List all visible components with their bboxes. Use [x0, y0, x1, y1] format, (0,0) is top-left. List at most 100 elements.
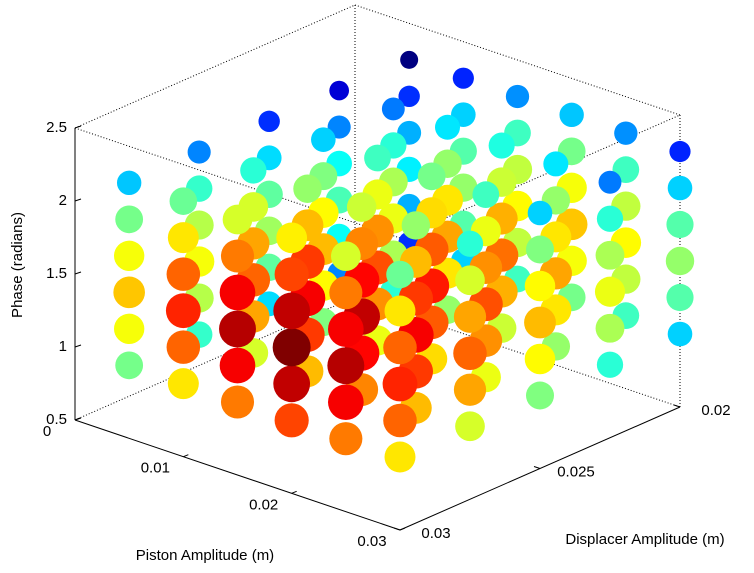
x-axis-line [74, 419, 401, 531]
point [364, 144, 391, 172]
point [384, 295, 416, 327]
point [169, 187, 198, 215]
point [382, 366, 418, 402]
point [167, 368, 199, 400]
z-tick-label: 2 [59, 192, 67, 209]
box-edge [74, 127, 401, 239]
point [273, 365, 311, 403]
point [596, 351, 624, 378]
point [559, 102, 584, 128]
z-tick-label: 1 [59, 338, 67, 355]
point [524, 343, 556, 375]
x-tick-label: 0 [43, 423, 51, 440]
point [166, 257, 201, 291]
y-tick-label: 0.03 [421, 525, 450, 542]
point [594, 276, 626, 307]
point [167, 222, 199, 254]
y-axis-label: Displacer Amplitude (m) [565, 531, 724, 548]
point [115, 205, 144, 234]
point [398, 85, 420, 108]
z-tick-label: 2.5 [46, 119, 67, 136]
point [274, 403, 309, 438]
box-edge [354, 4, 681, 116]
point [666, 210, 694, 239]
z-tick [74, 125, 82, 129]
point [276, 222, 308, 254]
point [526, 235, 554, 264]
point [505, 84, 530, 109]
point [116, 170, 142, 196]
point [669, 140, 691, 163]
point [614, 121, 638, 145]
z-tick [74, 198, 82, 202]
point [666, 283, 694, 312]
x-tick [74, 417, 81, 421]
y-tick-label: 0.025 [557, 463, 595, 480]
point [113, 276, 145, 309]
point [219, 310, 256, 348]
point [328, 311, 364, 347]
point [386, 260, 414, 289]
point [165, 293, 201, 329]
point [273, 292, 311, 330]
point [452, 67, 474, 89]
point [456, 230, 484, 257]
point [329, 422, 363, 456]
point [455, 411, 485, 442]
point [595, 313, 625, 343]
point [524, 306, 556, 339]
z-tick [74, 271, 82, 275]
point [434, 114, 461, 140]
point [598, 170, 622, 194]
point [293, 174, 322, 203]
point [453, 336, 487, 371]
point [667, 321, 693, 347]
z-tick-label: 0.5 [46, 411, 67, 428]
x-axis-label: Piston Amplitude (m) [136, 547, 274, 564]
point [401, 211, 431, 240]
point [667, 175, 693, 201]
point [328, 384, 364, 420]
point [543, 151, 569, 177]
point [220, 239, 255, 273]
point [383, 403, 417, 438]
y-tick [673, 404, 681, 408]
point [455, 265, 485, 296]
y-tick [393, 527, 401, 531]
x-tick-label: 0.03 [357, 533, 386, 550]
point [330, 241, 361, 272]
y-tick-label: 0.02 [701, 402, 730, 419]
point [527, 200, 553, 226]
x-tick [291, 490, 297, 494]
point [311, 127, 336, 152]
point [222, 204, 253, 235]
point [240, 157, 267, 184]
point [524, 270, 556, 302]
point [384, 441, 416, 473]
point [113, 313, 145, 345]
point [329, 276, 363, 310]
point [417, 162, 446, 191]
box-edge [74, 4, 356, 129]
point [596, 205, 624, 232]
point [219, 274, 256, 311]
point [329, 80, 350, 101]
z-axis-label: Phase (radians) [9, 212, 26, 318]
point [453, 300, 487, 333]
point [472, 181, 500, 209]
point [272, 328, 311, 367]
z-tick [74, 344, 82, 348]
point [115, 351, 144, 380]
point [453, 373, 487, 406]
point [381, 97, 405, 121]
point [595, 240, 625, 270]
point [166, 330, 201, 364]
point [274, 257, 309, 292]
x-tick-label: 0.01 [141, 460, 170, 477]
point [665, 246, 695, 276]
y-tick [533, 466, 541, 469]
point [346, 192, 377, 222]
point [327, 347, 365, 385]
point [219, 347, 256, 384]
